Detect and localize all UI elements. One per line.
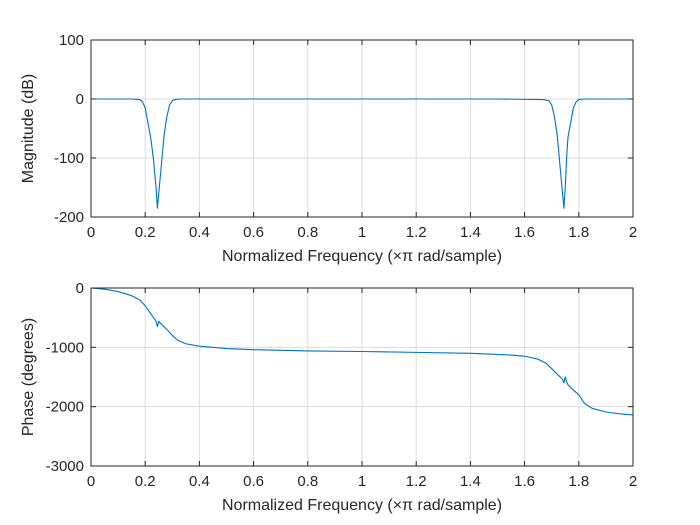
phase-x-tick-label: 1.6	[514, 473, 535, 490]
phase-x-tick-label: 1	[358, 473, 366, 490]
magnitude-y-tick-label: -200	[54, 209, 84, 226]
magnitude-response-line	[91, 98, 633, 209]
phase-y-ticks: -3000 -2000 -1000 0	[46, 280, 633, 475]
magnitude-x-tick-label: 1.8	[568, 224, 589, 241]
phase-x-tick-label: 0	[87, 473, 95, 490]
magnitude-y-tick-label: 100	[59, 32, 84, 49]
magnitude-x-tick-label: 0.4	[189, 224, 210, 241]
magnitude-y-tick-label: 0	[76, 91, 84, 108]
magnitude-x-tick-label: 1.2	[406, 224, 427, 241]
phase-x-tick-label: 1.8	[568, 473, 589, 490]
phase-y-tick-label: 0	[76, 280, 84, 297]
phase-x-tick-label: 0.2	[135, 473, 156, 490]
magnitude-x-ticks: 0 0.2 0.4 0.6 0.8 1 1.2 1.4 1.6 1.8 2	[87, 40, 637, 241]
phase-x-tick-label: 2	[629, 473, 637, 490]
phase-plot: 0 0.2 0.4 0.6 0.8 1 1.2 1.4 1.6 1.8 2 -3000 -2000 -1…	[20, 280, 637, 514]
magnitude-x-tick-label: 0.8	[297, 224, 318, 241]
magnitude-series	[91, 98, 633, 209]
magnitude-y-tick-label: -100	[54, 150, 84, 167]
magnitude-y-ticks: -200 -100 0 100	[54, 32, 633, 226]
phase-series	[90, 287, 634, 416]
magnitude-x-tick-label: 2	[629, 224, 637, 241]
magnitude-x-tick-label: 0	[87, 224, 95, 241]
phase-x-tick-label: 0.8	[297, 473, 318, 490]
phase-response-line	[90, 287, 634, 416]
phase-x-tick-label: 1.2	[406, 473, 427, 490]
magnitude-plot: 0 0.2 0.4 0.6 0.8 1 1.2 1.4 1.6 1.8 2 -200 -100 0 100…	[20, 32, 637, 265]
magnitude-x-tick-label: 1.4	[460, 224, 481, 241]
magnitude-x-tick-label: 0.6	[243, 224, 264, 241]
magnitude-x-tick-label: 1	[358, 224, 366, 241]
phase-x-tick-label: 1.4	[460, 473, 481, 490]
phase-x-tick-label: 0.4	[189, 473, 210, 490]
magnitude-x-tick-label: 1.6	[514, 224, 535, 241]
magnitude-x-axis-label: Normalized Frequency (×π rad/sample)	[222, 248, 502, 265]
phase-x-ticks: 0 0.2 0.4 0.6 0.8 1 1.2 1.4 1.6 1.8 2	[87, 288, 637, 490]
phase-x-tick-label: 0.6	[243, 473, 264, 490]
phase-grid	[91, 288, 633, 466]
phase-y-tick-label: -3000	[46, 458, 84, 475]
phase-x-axis-label: Normalized Frequency (×π rad/sample)	[222, 497, 502, 514]
magnitude-y-axis-label: Magnitude (dB)	[20, 74, 37, 183]
phase-y-tick-label: -1000	[46, 339, 84, 356]
phase-y-axis-label: Phase (degrees)	[20, 318, 37, 436]
magnitude-x-tick-label: 0.2	[135, 224, 156, 241]
phase-y-tick-label: -2000	[46, 399, 84, 416]
